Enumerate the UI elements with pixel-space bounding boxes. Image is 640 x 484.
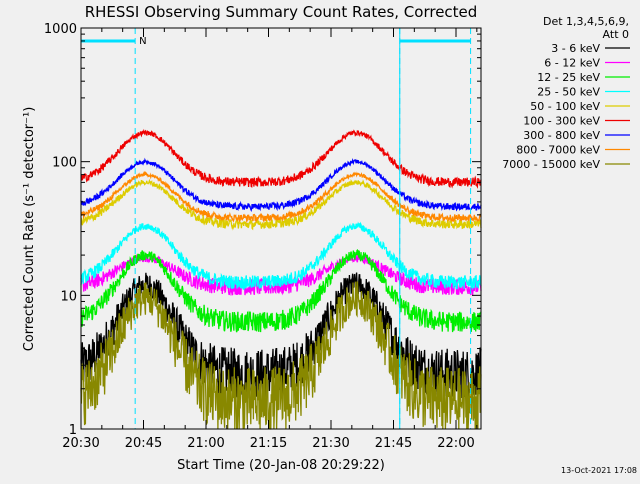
y-tick-label: 100 [52,156,77,171]
legend-label: 6 - 12 keV [544,57,600,70]
axis-ticks: 20:30 20:45 21:00 21:15 21:30 21:45 22:00 1 10 10… [44,22,481,451]
legend-header-line-2: Att 0 [603,28,629,41]
legend-header-line-1: Det 1,3,4,5,6,9, [543,15,629,28]
x-axis-label: Start Time (20-Jan-08 20:29:22) [177,458,385,473]
flag-label: N [139,36,146,47]
x-tick-label: 20:45 [125,436,162,451]
series-line [80,157,482,213]
plot-frame [80,27,482,430]
legend-label: 100 - 300 keV [523,115,600,128]
series-line [80,170,482,224]
series-line [80,281,482,430]
legend-label: 12 - 25 keV [537,71,600,84]
y-tick-label: 10 [60,289,77,304]
y-axis-label: Corrected Count Rate (s⁻¹ detector⁻¹) [22,107,37,352]
x-tick-label: 20:30 [62,436,99,451]
x-tick-label: 21:00 [187,436,224,451]
legend-label: 7000 - 15000 keV [502,158,600,171]
series-line [80,221,482,291]
x-tick-label: 21:45 [375,436,412,451]
x-tick-label: 21:15 [250,436,287,451]
data-traces [80,128,482,430]
x-tick-label: 21:30 [312,436,349,451]
legend-label: 800 - 7000 keV [516,144,600,157]
y-tick-label: 1 [69,423,77,438]
legend-label: 3 - 6 keV [551,42,600,55]
spacecraft-flags [81,28,472,429]
series-line [80,128,482,189]
footer-date: 13-Oct-2021 17:08 [561,466,637,475]
legend-label: 25 - 50 keV [537,86,600,99]
legend-label: 50 - 100 keV [530,100,600,113]
series-line [80,248,482,333]
legend-label: 300 - 800 keV [523,129,600,142]
y-tick-label: 1000 [44,22,77,37]
chart-title: RHESSI Observing Summary Count Rates, Co… [85,3,478,21]
series-line [80,178,482,231]
x-tick-label: 22:00 [437,436,474,451]
